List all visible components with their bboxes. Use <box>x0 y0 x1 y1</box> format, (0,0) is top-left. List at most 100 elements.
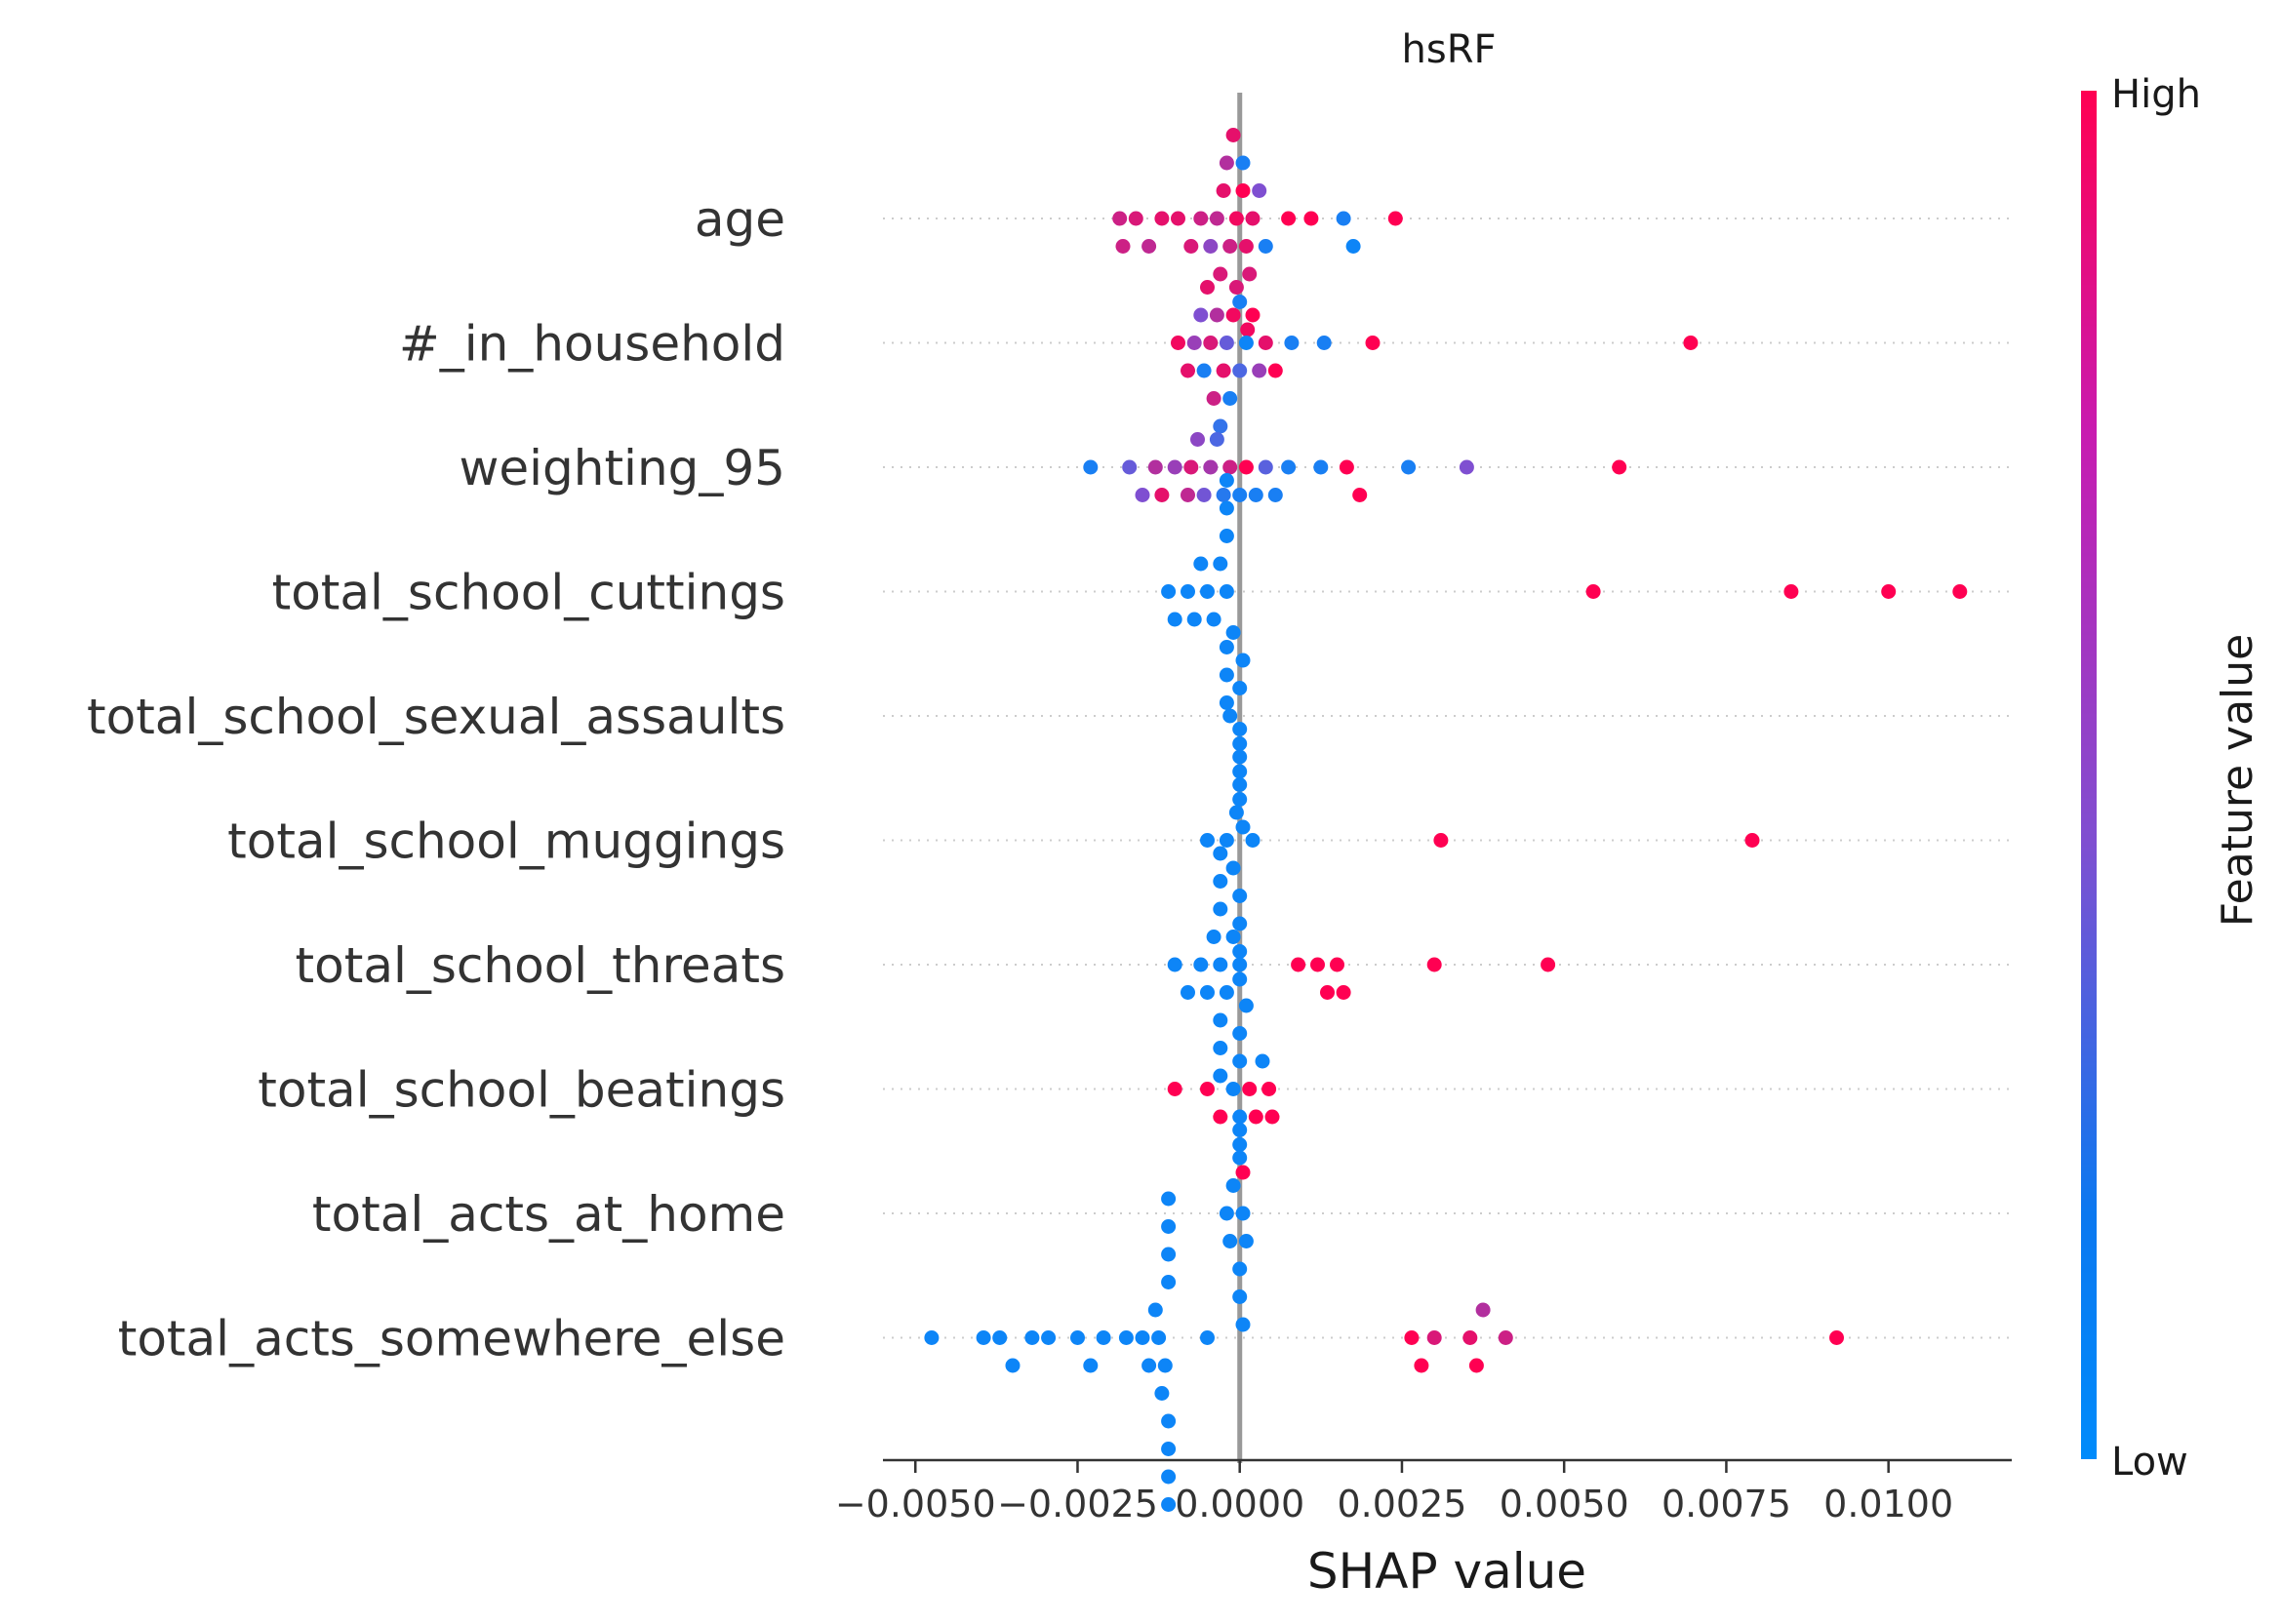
shap-point <box>1232 1289 1248 1304</box>
shap-point <box>1213 1068 1228 1084</box>
shap-point <box>1219 833 1234 848</box>
shap-point <box>1245 307 1261 323</box>
shap-point <box>1200 280 1215 295</box>
shap-point <box>1238 459 1254 475</box>
shap-point <box>1252 183 1267 198</box>
feature-label: total_school_sexual_assaults <box>87 689 785 745</box>
shap-point <box>1219 1206 1234 1221</box>
shap-point <box>1213 266 1228 282</box>
shap-point <box>1255 1053 1270 1069</box>
shap-point <box>1200 985 1215 1000</box>
shap-point <box>1115 239 1131 254</box>
shap-point <box>1404 1330 1420 1345</box>
shap-point <box>1245 211 1261 226</box>
shap-point <box>1252 363 1267 378</box>
shap-point <box>1401 459 1417 475</box>
feature-label: total_school_cuttings <box>272 565 785 621</box>
shap-point <box>1414 1358 1429 1373</box>
shap-point <box>1238 1234 1254 1248</box>
shap-point <box>1005 1358 1021 1373</box>
shap-point <box>1206 391 1221 406</box>
shap-point <box>1200 1330 1215 1345</box>
shap-point <box>1232 736 1248 751</box>
shap-point <box>1744 833 1760 848</box>
feature-label: #_in_household <box>399 316 785 373</box>
shap-point <box>1281 459 1297 475</box>
shap-point <box>1228 280 1244 295</box>
shap-point <box>1213 418 1228 434</box>
shap-point <box>1196 363 1212 378</box>
shap-point <box>1238 998 1254 1013</box>
shap-point <box>1303 211 1319 226</box>
shap-point <box>1167 459 1182 475</box>
feature-label: weighting_95 <box>459 440 785 496</box>
shap-point <box>1200 584 1215 599</box>
shap-point <box>1232 1261 1248 1277</box>
shap-point <box>1112 211 1128 226</box>
shap-point <box>1313 459 1329 475</box>
shap-point <box>1203 336 1219 350</box>
shap-point <box>1498 1330 1513 1345</box>
shap-point <box>1232 1026 1248 1041</box>
shap-point <box>1161 1219 1177 1234</box>
shap-point <box>1083 459 1099 475</box>
feature-grid-lines <box>883 218 2012 1339</box>
shap-point <box>1232 1137 1248 1152</box>
shap-point <box>992 1330 1008 1345</box>
x-tick-label: 0.0050 <box>1500 1483 1629 1525</box>
data-points <box>924 128 1968 1512</box>
colorbar <box>2081 91 2097 1459</box>
shap-point <box>1141 1358 1157 1373</box>
chart-title: hsRF <box>1402 27 1497 72</box>
shap-point <box>1225 128 1241 142</box>
shap-point <box>1096 1330 1111 1345</box>
shap-point <box>1222 459 1238 475</box>
shap-point <box>1213 1012 1228 1028</box>
shap-point <box>1213 556 1228 572</box>
shap-point <box>1219 695 1234 710</box>
shap-point <box>1225 625 1241 640</box>
shap-point <box>1193 556 1209 572</box>
shap-point <box>1203 459 1219 475</box>
shap-point <box>1161 1442 1177 1456</box>
shap-point <box>1147 459 1163 475</box>
shap-point <box>1235 653 1251 668</box>
shap-point <box>1161 1413 1177 1429</box>
x-axis-title: SHAP value <box>1307 1543 1586 1600</box>
shap-point <box>1200 1082 1215 1096</box>
feature-label: total_acts_somewhere_else <box>118 1311 785 1367</box>
shap-point <box>1352 488 1368 502</box>
shap-point <box>1222 391 1238 406</box>
shap-point <box>1147 1302 1163 1318</box>
shap-point <box>1200 833 1215 848</box>
x-tick-label: 0.0025 <box>1337 1483 1466 1525</box>
shap-point <box>1118 1330 1134 1345</box>
shap-point <box>1167 957 1182 972</box>
shap-point <box>1232 957 1248 972</box>
shap-point <box>1232 792 1248 807</box>
shap-point <box>1881 584 1897 599</box>
x-tick-label: 0.0075 <box>1661 1483 1791 1525</box>
shap-point <box>1041 1330 1057 1345</box>
shap-point <box>1225 860 1241 876</box>
shap-point <box>1222 708 1238 724</box>
shap-point <box>1336 211 1351 226</box>
shap-point <box>1222 1234 1238 1248</box>
shap-point <box>1267 363 1283 378</box>
shap-point <box>1154 1386 1170 1401</box>
shap-point <box>1219 529 1234 543</box>
shap-point <box>1238 239 1254 254</box>
shap-point <box>1216 183 1231 198</box>
shap-point <box>1829 1330 1844 1345</box>
shap-point <box>1209 307 1224 323</box>
shap-point <box>1232 1109 1248 1125</box>
shap-point <box>1248 1109 1263 1125</box>
shap-point <box>1161 1247 1177 1262</box>
shap-point <box>1193 211 1209 226</box>
shap-point <box>1183 239 1199 254</box>
shap-point <box>1365 336 1381 350</box>
shap-point <box>1193 957 1209 972</box>
shap-point <box>1167 612 1182 627</box>
x-tick-label: −0.0025 <box>997 1483 1158 1525</box>
shap-point <box>1161 1497 1177 1512</box>
